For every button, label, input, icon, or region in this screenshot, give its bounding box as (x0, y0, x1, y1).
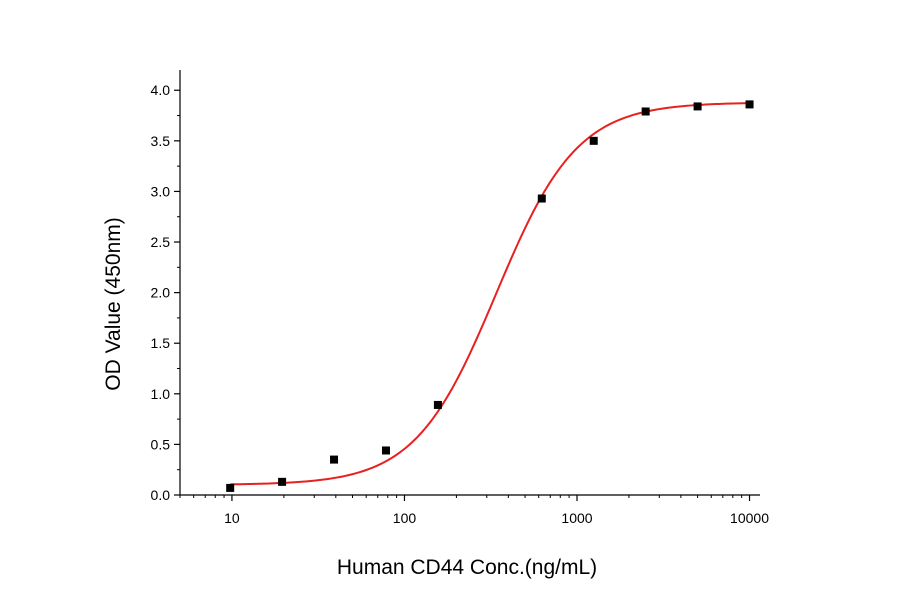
y-tick-label: 2.0 (151, 285, 171, 301)
y-tick-label: 0.0 (151, 487, 171, 503)
data-point (433, 400, 442, 409)
x-tick-label: 1000 (561, 510, 592, 526)
y-tick-label: 4.0 (151, 82, 171, 98)
y-ticks: 0.0 0.5 1.0 1.5 2.0 2.5 3.0 3.5 4.0 (151, 82, 180, 503)
x-tick-label: 100 (393, 510, 417, 526)
data-point (537, 194, 546, 203)
data-point (693, 102, 702, 111)
axes (179, 70, 760, 496)
data-point (745, 100, 754, 109)
y-tick-label: 0.5 (151, 436, 171, 452)
y-axis-title: OD Value (450nm) (102, 217, 125, 391)
data-point (226, 483, 235, 492)
y-tick-label: 1.0 (151, 386, 171, 402)
y-tick-label: 3.5 (151, 133, 171, 149)
data-points (226, 100, 754, 492)
data-point (641, 107, 650, 116)
y-tick-label: 2.5 (151, 234, 171, 250)
fit-curve (230, 102, 750, 486)
data-point (381, 446, 390, 455)
x-axis-title: Human CD44 Conc.(ng/mL) (337, 556, 597, 579)
data-point (589, 136, 598, 145)
x-tick-label: 10 (224, 510, 240, 526)
x-ticks: 10 100 1000 10000 (179, 495, 769, 526)
y-tick-label: 1.5 (151, 335, 171, 351)
data-point (278, 477, 287, 486)
y-tick-label: 3.0 (151, 183, 171, 199)
x-tick-label: 10000 (730, 510, 769, 526)
data-point (330, 455, 339, 464)
